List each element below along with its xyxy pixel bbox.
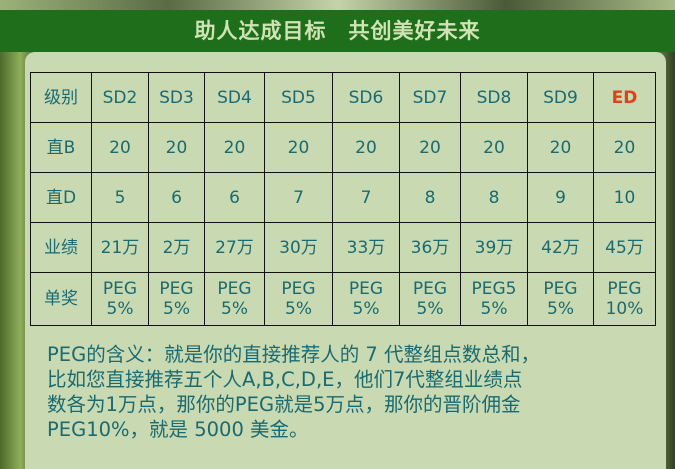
row-label: 级别 <box>30 72 92 123</box>
cell-line: 5% <box>480 299 508 319</box>
table-cell: 6 <box>204 172 265 223</box>
cell-line: 10% <box>605 299 644 319</box>
table-cell: SD5 <box>264 72 333 123</box>
table-cell: 20 <box>91 122 149 173</box>
table-cell: 7 <box>332 172 400 223</box>
table-cell: 20 <box>204 122 265 173</box>
table-cell: 8 <box>460 172 528 223</box>
table-cell: 2万 <box>148 222 205 273</box>
cell-line: PEG <box>217 279 252 299</box>
table-cell: 9 <box>527 172 594 223</box>
table-cell: PEG 5% <box>91 272 149 326</box>
cell-line: 5% <box>163 299 190 319</box>
cell-line: PEG <box>543 279 578 299</box>
banner-title: 助人达成目标 共创美好未来 <box>0 10 675 52</box>
table-row: 直D 5 6 6 7 7 8 8 9 10 <box>30 172 656 223</box>
table-cell: 7 <box>264 172 333 223</box>
table-cell: 8 <box>399 172 461 223</box>
peg-description: PEG的含义：就是你的直接推荐人的 7 代整组点数总和， 比如您直接推荐五个人A… <box>47 342 657 442</box>
table-row: 业绩 21万 2万 27万 30万 33万 36万 39万 42万 45万 <box>30 222 656 273</box>
table-cell: SD6 <box>332 72 400 123</box>
table-cell: 5 <box>91 172 149 223</box>
table-cell: PEG 5% <box>527 272 594 326</box>
cell-line: 5% <box>285 299 312 319</box>
cell-line: PEG <box>607 279 642 299</box>
cell-line: 5% <box>221 299 248 319</box>
description-line: 比如您直接推荐五个人A,B,C,D,E，他们7代整组业绩点 <box>47 368 523 391</box>
table-cell: 30万 <box>264 222 333 273</box>
table-cell: 20 <box>399 122 461 173</box>
cell-line: 5% <box>106 299 134 319</box>
table-cell: PEG 5% <box>332 272 400 326</box>
table-cell: SD8 <box>460 72 528 123</box>
row-label: 直B <box>30 122 92 173</box>
table-cell: SD4 <box>204 72 265 123</box>
table-row: 单奖 PEG 5% PEG 5% PEG 5% PEG 5% PEG 5% PEG 5% PEG5 5% PE… <box>30 272 656 326</box>
cell-line: 5% <box>352 299 380 319</box>
cell-line: 5% <box>416 299 444 319</box>
cell-line: PEG <box>159 279 194 299</box>
table-cell: SD7 <box>399 72 461 123</box>
table-cell: PEG 5% <box>399 272 461 326</box>
cell-line: PEG <box>348 279 384 299</box>
description-line: PEG的含义：就是你的直接推荐人的 7 代整组点数总和， <box>47 343 540 366</box>
table-cell: 20 <box>148 122 205 173</box>
description-line: PEG10%，就是 5000 美金。 <box>47 418 309 441</box>
table-cell: 36万 <box>399 222 461 273</box>
cell-line: PEG <box>281 279 316 299</box>
table-cell: PEG5 5% <box>460 272 528 326</box>
table-cell: 21万 <box>91 222 149 273</box>
row-label: 单奖 <box>30 272 92 326</box>
table-cell: 27万 <box>204 222 265 273</box>
table-cell: 42万 <box>527 222 594 273</box>
forest-background <box>0 0 675 10</box>
row-label: 直D <box>30 172 92 223</box>
cell-line: PEG <box>102 279 138 299</box>
table-cell: PEG 5% <box>148 272 205 326</box>
table-row: 级别 SD2 SD3 SD4 SD5 SD6 SD7 SD8 SD9 ED <box>30 72 656 123</box>
cell-line: PEG5 <box>471 279 517 299</box>
table-cell: PEG 10% <box>593 272 656 326</box>
table-cell: 20 <box>593 122 656 173</box>
table-cell: 45万 <box>593 222 656 273</box>
table-cell: 20 <box>332 122 400 173</box>
table-cell: 10 <box>593 172 656 223</box>
table-cell: PEG 5% <box>264 272 333 326</box>
table-cell: 20 <box>264 122 333 173</box>
table-cell: SD9 <box>527 72 594 123</box>
cell-line: PEG <box>412 279 448 299</box>
table-cell: PEG 5% <box>204 272 265 326</box>
description-line: 数各为1万点，那你的PEG就是5万点，那你的晋阶佣金 <box>47 393 521 416</box>
table-cell: 39万 <box>460 222 528 273</box>
cell-line: 5% <box>547 299 574 319</box>
row-label: 业绩 <box>30 222 92 273</box>
rank-table: 级别 SD2 SD3 SD4 SD5 SD6 SD7 SD8 SD9 ED 直B 20 20 20 20 20… <box>30 72 656 326</box>
table-row: 直B 20 20 20 20 20 20 20 20 20 <box>30 122 656 173</box>
table-cell: SD3 <box>148 72 205 123</box>
table-cell: 33万 <box>332 222 400 273</box>
table-cell: 20 <box>460 122 528 173</box>
table-cell: ED <box>593 72 656 123</box>
content-panel: 级别 SD2 SD3 SD4 SD5 SD6 SD7 SD8 SD9 ED 直B 20 20 20 20 20… <box>25 52 666 469</box>
table-cell: 6 <box>148 172 205 223</box>
table-cell: 20 <box>527 122 594 173</box>
table-cell: SD2 <box>91 72 149 123</box>
